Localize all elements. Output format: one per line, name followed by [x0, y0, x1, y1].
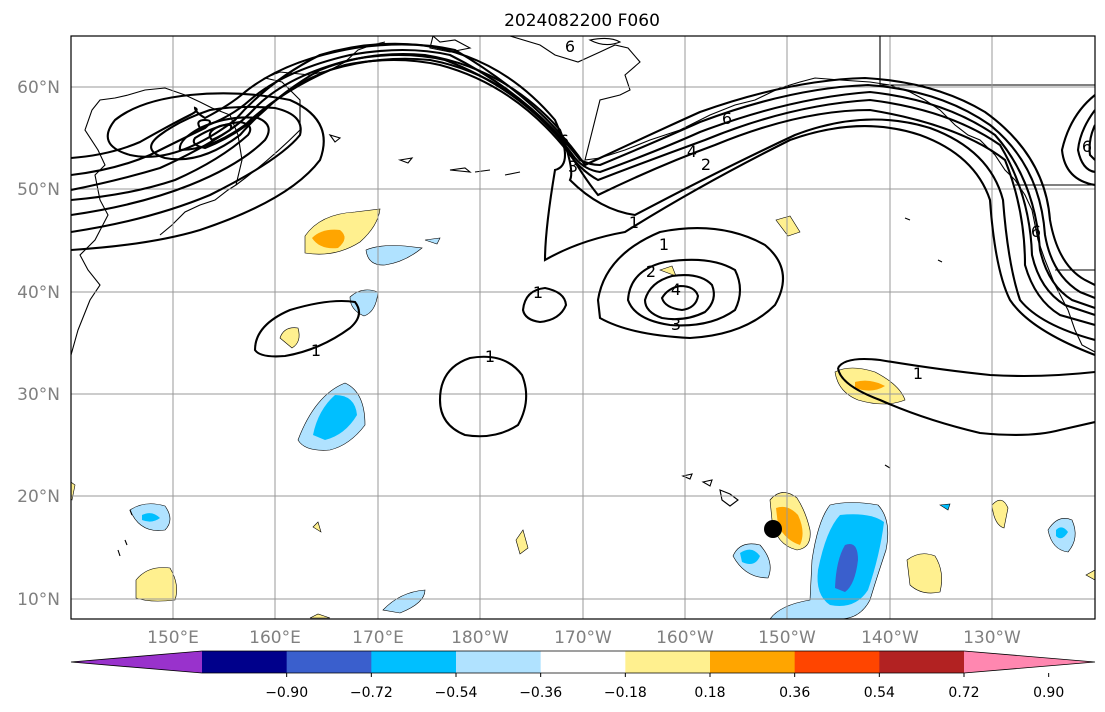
colorbar-segment: [456, 651, 542, 673]
lon-label: 140°W: [861, 628, 919, 648]
contour-labels: 1 1 1 1 1 1 2 3 4 2 3 4 6 6 6 6 6: [311, 37, 1092, 383]
contour-label: 6: [722, 109, 732, 128]
lat-label: 10°N: [17, 590, 60, 610]
contour-label: 6: [1082, 137, 1092, 156]
contour-label: 1: [311, 341, 321, 360]
colorbar-outline: [70, 650, 1096, 674]
colorbar-extend-high: [964, 651, 1095, 673]
colorbar-tick-label: 0.36: [779, 685, 810, 701]
contour-label: 3: [568, 157, 578, 176]
contour-label: 1: [485, 347, 495, 366]
negative-anomaly: [365, 245, 423, 266]
colorbar-segment: [710, 651, 796, 673]
colorbar-tick-label: −0.18: [604, 685, 647, 701]
lon-label: 180°W: [451, 628, 509, 648]
contour-label: 6: [1031, 222, 1041, 241]
longitude-labels: 150°E 160°E 170°E 180°W 170°W 160°W 150°…: [147, 628, 1021, 648]
lat-label: 40°N: [17, 283, 60, 303]
contour-label: 1: [629, 213, 639, 232]
colorbar-segment: [879, 651, 965, 673]
colorbar-segment: [202, 651, 288, 673]
plot-area: 1 1 1 1 1 1 2 3 4 2 3 4 6 6 6 6 6: [71, 36, 1095, 619]
latitude-labels: 60°N 50°N 40°N 30°N 20°N 10°N: [17, 78, 60, 610]
lon-label: 160°E: [249, 628, 301, 648]
colorbar-tick-label: 0.54: [864, 685, 895, 701]
contour-label: 3: [671, 315, 681, 334]
colorbar-tick-label: −0.36: [519, 685, 562, 701]
contour-label: 1: [659, 235, 669, 254]
colorbar-segment: [286, 651, 372, 673]
storm-position-dot: [764, 520, 782, 538]
colorbar-segment: [540, 651, 626, 673]
colorbar-segment: [625, 651, 711, 673]
contour-label: 4: [671, 280, 681, 299]
colorbar-segment: [371, 651, 457, 673]
lon-label: 170°E: [352, 628, 404, 648]
contours: [71, 42, 1095, 438]
colorbar-tick-label: 0.90: [1033, 685, 1064, 701]
colorbar-tick-label: −0.72: [350, 685, 393, 701]
contour-label: 6: [565, 37, 575, 56]
lat-label: 20°N: [17, 487, 60, 507]
lat-label: 60°N: [17, 78, 60, 98]
contour-label: 2: [701, 155, 711, 174]
map-title: 2024082200 F060: [504, 11, 660, 31]
lon-label: 170°W: [554, 628, 612, 648]
lat-label: 30°N: [17, 385, 60, 405]
contour-label: 6: [559, 131, 569, 150]
lon-label: 130°W: [963, 628, 1021, 648]
lat-label: 50°N: [17, 180, 60, 200]
colorbar-tick-label: 0.72: [948, 685, 979, 701]
plot-frame: [70, 35, 1096, 620]
contour-label: 1: [913, 364, 923, 383]
contour-label: 1: [533, 283, 543, 302]
colorbar-tick-label: 0.18: [694, 685, 725, 701]
alaska-coast: [509, 36, 1095, 353]
colorbar-tick-label: −0.90: [265, 685, 308, 701]
colorbar-segment: [794, 651, 880, 673]
lon-label: 150°W: [758, 628, 816, 648]
colorbar-extend-low: [71, 651, 202, 673]
contour-label: 4: [687, 142, 697, 161]
colorbar: −0.90 −0.72 −0.54 −0.36 −0.18 0.18 0.36 0.54 0.7…: [70, 650, 1096, 701]
contour-label: 2: [646, 262, 656, 281]
shaded-anomalies: [71, 208, 1095, 619]
low-contour: [596, 227, 784, 340]
lon-label: 150°E: [147, 628, 199, 648]
lon-label: 160°W: [656, 628, 714, 648]
colorbar-tick-label: −0.54: [435, 685, 478, 701]
